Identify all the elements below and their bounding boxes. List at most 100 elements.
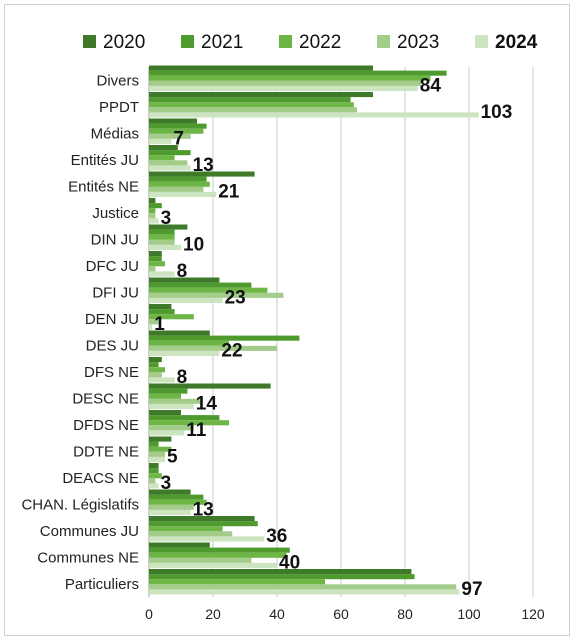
data-label: 22 [221,341,242,362]
bar-2020 [149,171,255,177]
bar-2022 [149,155,175,161]
bar-2024 [149,138,172,144]
bar-2022 [149,393,181,399]
legend-label: 2020 [103,32,145,53]
data-label: 8 [177,367,188,388]
category-label: DIN JU [91,231,139,248]
bar-2023 [149,133,191,139]
bar-2024 [149,589,460,595]
bar-2021 [149,547,290,553]
bar-2023 [149,319,159,325]
bar-2020 [149,569,412,575]
category-label: Communes NE [37,549,139,566]
bar-2022 [149,128,204,134]
bar-2022 [149,314,194,320]
legend-swatch [475,35,488,48]
data-label: 13 [193,500,214,521]
bar-2023 [149,80,421,86]
data-label: 97 [461,579,482,600]
bar-2021 [149,97,351,103]
data-label: 21 [218,182,240,203]
legend: 2020 2021 2022 2023 2024 [83,32,538,53]
bar-2023 [149,398,201,404]
bar-2023 [149,557,252,563]
bar-2023 [149,372,162,378]
bar-2020 [149,251,162,257]
bar-2022 [149,420,229,426]
bar-2021 [149,176,207,182]
category-label: DFI JU [92,284,139,301]
x-tick-label: 40 [269,606,285,622]
bar-2020 [149,277,220,283]
bar-2023 [149,239,175,245]
bar-2023 [149,160,188,166]
category-label: Justice [92,205,139,222]
legend-label: 2021 [201,32,243,53]
data-label: 11 [186,420,207,441]
bar-2024 [149,297,223,303]
bar-2022 [149,75,431,81]
bar-2020 [149,410,181,416]
bar-2022 [149,526,223,532]
category-labels: Divers PPDT Médias Entités JU Entités NE Just… [21,72,139,593]
bar-2022 [149,102,354,108]
category-label: PPDT [99,99,139,116]
legend-label: 2023 [397,32,439,53]
category-label: DFS NE [84,364,139,381]
bar-2024 [149,403,194,409]
bar-2021 [149,441,159,447]
bar-2022 [149,579,325,585]
bar-2023 [149,186,204,192]
bar-2023 [149,213,156,219]
data-label: 84 [420,76,442,97]
bar-2022 [149,552,287,558]
data-label: 3 [161,473,172,494]
data-label: 5 [167,447,178,468]
bar-2021 [149,203,162,209]
bar-2024 [149,456,165,462]
bar-2020 [149,92,373,98]
bar-2024 [149,536,265,542]
category-label: Entités JU [71,152,139,169]
bar-2022 [149,446,172,452]
bars [149,65,479,595]
bar-2023 [149,292,284,298]
x-tick-label: 20 [205,606,221,622]
legend-label: 2024 [495,32,538,53]
legend-label: 2022 [299,32,341,53]
category-label: Divers [96,72,139,89]
x-tick-label: 0 [145,606,153,622]
bar-2022 [149,367,165,373]
category-label: DES JU [86,337,139,354]
data-label: 8 [177,261,188,282]
category-label: CHAN. Législatifs [21,496,139,513]
grid [148,67,534,597]
bar-2021 [149,123,207,129]
bar-2020 [149,357,162,363]
data-label: 103 [481,102,513,123]
x-tick-label: 120 [521,606,545,622]
bar-2023 [149,531,233,537]
bar-2024 [149,483,159,489]
category-label: Médias [91,125,139,142]
bar-2021 [149,70,447,76]
bar-2024 [149,218,159,224]
x-tick-label: 80 [397,606,413,622]
chart-frame: 2020 2021 2022 2023 2024 Divers PPDT Médias Ent… [4,4,570,636]
data-label: 1 [154,314,165,335]
bar-2020 [149,65,373,71]
category-label: DEACS NE [62,470,139,487]
bar-2020 [149,330,210,336]
bar-2021 [149,150,191,156]
bar-2022 [149,261,165,267]
bar-2022 [149,499,207,505]
data-label: 13 [193,155,214,176]
legend-swatch [181,35,194,48]
data-label: 23 [225,288,246,309]
data-label: 3 [161,208,172,229]
bar-2023 [149,107,357,113]
bar-2023 [149,345,277,351]
bar-2021 [149,494,204,500]
bar-2022 [149,181,210,187]
bar-2021 [149,362,159,368]
